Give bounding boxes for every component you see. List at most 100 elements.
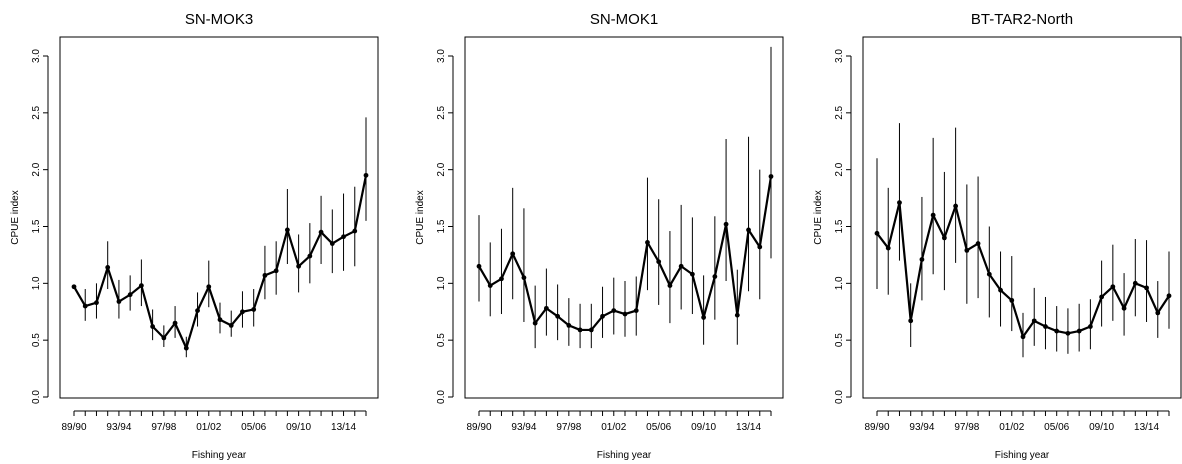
y-tick-label: 1.5: [834, 219, 845, 233]
y-axis-label: CPUE index: [10, 190, 21, 244]
x-tick-label: 13/14: [1134, 422, 1159, 433]
data-point: [228, 322, 234, 328]
data-point: [555, 313, 561, 319]
data-point: [161, 335, 167, 341]
data-point: [105, 265, 111, 270]
data-point: [712, 274, 718, 279]
y-tick-label: 0.5: [834, 333, 845, 347]
data-point: [1009, 297, 1015, 303]
data-point: [329, 241, 335, 246]
chart-title: SN-MOK3: [185, 11, 253, 28]
x-tick-label: 97/98: [556, 422, 581, 433]
y-axis-label: CPUE index: [415, 190, 426, 244]
x-tick-label: 97/98: [954, 422, 979, 433]
data-point: [964, 247, 970, 253]
data-point: [1110, 284, 1116, 290]
y-tick-label: 2.5: [436, 105, 447, 119]
y-tick-label: 2.5: [834, 105, 845, 119]
x-tick-label: 01/02: [196, 422, 221, 433]
data-point: [240, 309, 245, 315]
x-tick-label: 13/14: [736, 422, 761, 433]
data-point: [768, 174, 774, 179]
data-point: [138, 283, 144, 289]
y-tick-label: 0.5: [31, 333, 42, 347]
data-point: [885, 245, 891, 251]
x-axis-label: Fishing year: [192, 450, 247, 461]
y-axis-label: CPUE index: [813, 190, 824, 244]
series: [71, 117, 369, 358]
data-point: [195, 308, 200, 314]
data-point: [71, 284, 77, 290]
x-tick-label: 93/94: [511, 422, 536, 433]
data-point: [363, 172, 369, 178]
data-point: [521, 275, 527, 281]
x-tick-label: 93/94: [909, 422, 934, 433]
data-point: [532, 320, 538, 326]
x-tick-label: 89/90: [864, 422, 889, 433]
data-point: [998, 287, 1003, 293]
data-point: [510, 251, 516, 257]
x-tick-label: 01/02: [601, 422, 626, 433]
plot-frame: [464, 36, 784, 399]
y-tick-label: 1.5: [436, 219, 447, 233]
y-tick-label: 0.0: [31, 390, 42, 404]
x-tick-label: 05/06: [646, 422, 671, 433]
data-point: [116, 299, 122, 304]
data-point: [94, 300, 99, 306]
data-point: [273, 268, 279, 274]
x-tick-label: 89/90: [466, 422, 491, 433]
chart-panel-2: SN-MOK1 0.0 0.5 1.0 1.5 2.0 2.5 3.0 CPUE index 89…: [415, 11, 784, 461]
data-point: [941, 235, 947, 241]
data-point: [183, 345, 189, 351]
data-point: [757, 244, 763, 250]
y-tick-label: 2.0: [436, 162, 447, 176]
series: [874, 123, 1172, 358]
y-tick-label: 0.5: [436, 333, 447, 347]
x-tick-label: 05/06: [241, 422, 266, 433]
data-point: [734, 312, 740, 318]
data-point: [127, 292, 133, 298]
series: [476, 46, 774, 349]
data-point: [499, 276, 504, 282]
data-point: [1087, 324, 1093, 329]
data-point: [217, 317, 223, 323]
data-point: [296, 263, 302, 269]
x-tick-label: 05/06: [1044, 422, 1069, 433]
data-point: [930, 212, 936, 218]
y-tick-label: 3.0: [31, 49, 42, 63]
data-point: [1020, 334, 1026, 340]
data-point: [953, 203, 959, 209]
data-point: [487, 283, 493, 289]
data-point: [82, 303, 88, 309]
x-tick-label: 09/10: [286, 422, 311, 433]
data-point: [543, 305, 549, 311]
data-point: [318, 229, 324, 235]
x-axis-label: Fishing year: [995, 450, 1050, 461]
y-tick-label: 0.0: [834, 390, 845, 404]
data-point: [633, 308, 639, 314]
y-tick-label: 2.5: [31, 105, 42, 119]
chart-panel-1: SN-MOK3 0.0 0.5 1.0 1.5 2.0 2.5 3.0 CPUE index 89…: [10, 11, 379, 461]
x-tick-label: 09/10: [1089, 422, 1114, 433]
x-axis-label: Fishing year: [597, 450, 652, 461]
data-point: [611, 308, 617, 314]
data-point: [975, 241, 981, 246]
plot-frame: [862, 36, 1182, 399]
y-tick-label: 1.0: [31, 276, 42, 290]
data-point: [150, 324, 156, 329]
data-point: [701, 315, 707, 320]
data-point: [172, 320, 178, 326]
data-point: [577, 327, 583, 333]
data-point: [645, 240, 650, 245]
data-point: [251, 307, 257, 312]
data-point: [1031, 318, 1037, 324]
data-point: [908, 318, 914, 324]
data-point: [656, 259, 662, 265]
data-point: [1076, 328, 1082, 334]
data-point: [986, 271, 992, 277]
data-point: [1054, 328, 1060, 334]
x-tick-label: 09/10: [691, 422, 716, 433]
x-tick-label: 01/02: [999, 422, 1024, 433]
data-point: [1043, 324, 1048, 329]
